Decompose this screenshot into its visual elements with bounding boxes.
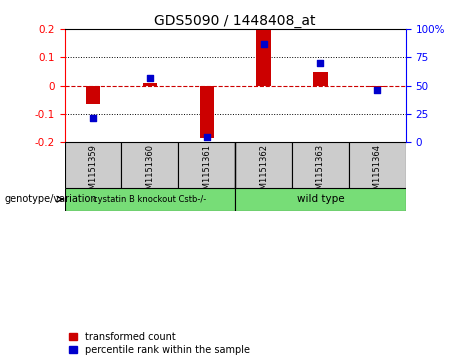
Point <box>260 41 267 47</box>
Bar <box>370 86 384 87</box>
Point <box>146 75 154 81</box>
Bar <box>292 142 349 188</box>
Point <box>373 87 381 93</box>
Text: GSM1151361: GSM1151361 <box>202 144 211 200</box>
Text: wild type: wild type <box>296 194 344 204</box>
Bar <box>313 72 327 86</box>
Title: GDS5090 / 1448408_at: GDS5090 / 1448408_at <box>154 14 316 28</box>
Bar <box>235 188 406 211</box>
Bar <box>121 142 178 188</box>
Bar <box>143 83 157 86</box>
Bar <box>86 86 100 104</box>
Text: genotype/variation: genotype/variation <box>5 194 97 204</box>
Bar <box>178 142 235 188</box>
Text: GSM1151363: GSM1151363 <box>316 144 325 200</box>
Point <box>317 60 324 66</box>
Text: GSM1151360: GSM1151360 <box>145 144 154 200</box>
Text: GSM1151362: GSM1151362 <box>259 144 268 200</box>
Point <box>89 115 97 121</box>
Text: GSM1151359: GSM1151359 <box>89 144 97 200</box>
Bar <box>200 86 214 138</box>
Point <box>203 134 210 140</box>
Bar <box>349 142 406 188</box>
Bar <box>65 142 121 188</box>
Bar <box>256 30 271 86</box>
Bar <box>65 188 235 211</box>
Text: GSM1151364: GSM1151364 <box>373 144 382 200</box>
Legend: transformed count, percentile rank within the sample: transformed count, percentile rank withi… <box>70 331 250 355</box>
Bar <box>235 142 292 188</box>
Text: cystatin B knockout Cstb-/-: cystatin B knockout Cstb-/- <box>93 195 207 204</box>
